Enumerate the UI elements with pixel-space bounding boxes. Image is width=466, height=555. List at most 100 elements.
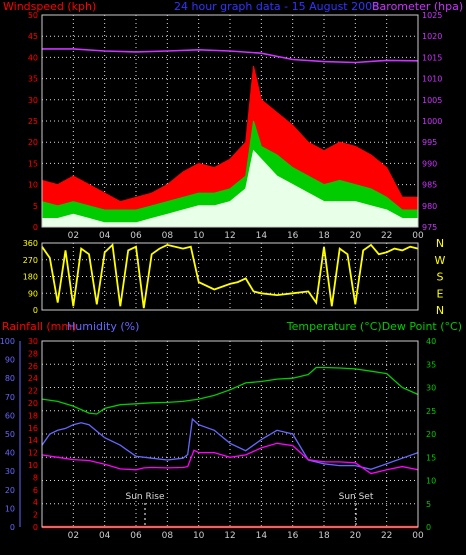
climate-chart-x-tick-label: 16 [287,531,299,541]
chart-title: 24 hour graph data - 15 August 2008 [174,0,379,13]
wind-minimum-area [41,149,419,228]
climate-chart-x-tick-label: 00 [412,531,424,541]
rainfall-tick-label: 22 [28,387,38,396]
rainfall-tick-label: 6 [33,486,38,495]
temperature-axis-label: Temperature (°C)Dew Point (°C) [286,320,462,333]
humidity-tick-label: 20 [5,486,15,495]
rainfall-tick-label: 16 [28,424,38,433]
temperature-tick-label: 35 [426,360,436,369]
windspeed-tick-label: 15 [28,159,38,168]
climate-chart-x-tick-label: 22 [381,531,392,541]
direction-tick-label: 180 [23,273,38,282]
temperature-tick-label: 30 [426,384,436,393]
humidity-line [41,417,419,470]
compass-direction-label: E [437,287,444,300]
direction-tick-label: 270 [23,256,38,265]
compass-direction-label: S [437,271,444,284]
climate-chart-x-tick-label: 08 [162,531,174,541]
wind-chart-x-tick-label: 22 [381,231,392,241]
barometer-tick-label: 1020 [422,32,442,41]
wind-chart-x-tick-label: 06 [130,231,142,241]
sunrise-label: Sun Rise [126,492,165,502]
barometer-tick-label: 980 [422,202,437,211]
climate-chart-x-tick-label: 06 [130,531,142,541]
temperature-tick-label: 25 [426,407,436,416]
humidity-axis-label: Humidity (%) [67,320,139,333]
rainfall-tick-label: 4 [33,498,38,507]
temperature-line [41,366,419,415]
climate-chart-x-tick-label: 12 [224,531,235,541]
wind-chart-x-tick-label: 10 [193,231,205,241]
barometer-tick-label: 1005 [422,96,442,105]
rainfall-tick-label: 10 [28,461,38,470]
rainfall-tick-label: 20 [28,399,38,408]
climate-chart-x-tick-label: 18 [318,531,330,541]
wind-direction-line [41,243,419,309]
barometer-tick-label: 975 [422,223,437,232]
humidity-tick-label: 40 [5,449,15,458]
humidity-tick-label: 60 [5,411,15,420]
windspeed-tick-label: 20 [28,138,38,147]
humidity-tick-label: 90 [5,356,15,365]
wind-average-area [41,120,419,228]
wind-chart-x-tick-label: 12 [224,231,235,241]
rainfall-tick-label: 8 [33,473,38,482]
windspeed-tick-label: 30 [28,96,38,105]
wind-chart-x-tick-label: 02 [68,231,79,241]
wind-chart-x-tick-label: 00 [412,231,424,241]
barometer-line [42,48,419,64]
wind-chart-x-tick-label: 18 [318,231,330,241]
wind-chart-x-tick-label: 14 [256,231,268,241]
rainfall-tick-label: 28 [28,349,38,358]
rainfall-tick-label: 2 [33,511,38,520]
humidity-tick-label: 50 [5,430,15,439]
rainfall-tick-label: 30 [28,337,38,346]
wind-chart-x-tick-label: 20 [350,231,362,241]
temperature-tick-label: 20 [426,430,436,439]
windspeed-tick-label: 5 [33,202,38,211]
barometer-tick-label: 1025 [422,11,442,20]
climate-chart-x-tick-label: 02 [68,531,79,541]
temperature-tick-label: 15 [426,453,436,462]
rainfall-tick-label: 26 [28,362,38,371]
humidity-tick-label: 0 [10,523,15,532]
barometer-axis-label: Barometer (hpa) [372,0,463,13]
rainfall-tick-label: 14 [28,436,38,445]
barometer-tick-label: 990 [422,159,437,168]
barometer-tick-label: 1010 [422,75,442,84]
humidity-tick-label: 100 [0,337,15,346]
direction-tick-label: 0 [33,306,38,315]
direction-tick-label: 360 [23,239,38,248]
climate-chart-x-tick-label: 20 [350,531,362,541]
windspeed-tick-label: 35 [28,75,38,84]
barometer-tick-label: 985 [422,181,437,190]
sunset-label: Sun Set [339,492,374,502]
wind-chart-x-tick-label: 04 [99,231,111,241]
rainfall-tick-label: 18 [28,411,38,420]
climate-chart-x-tick-label: 10 [193,531,205,541]
windspeed-tick-label: 40 [28,53,38,62]
temperature-tick-label: 5 [426,500,431,509]
climate-chart-x-tick-label: 04 [99,531,111,541]
compass-direction-label: W [435,254,446,267]
humidity-tick-label: 30 [5,467,15,476]
wind-chart-frame [41,14,419,228]
direction-tick-label: 90 [28,289,38,298]
rainfall-tick-label: 24 [28,374,38,383]
wind-chart-x-tick-label: 08 [162,231,174,241]
windspeed-tick-label: 45 [28,32,38,41]
rainfall-axis-label: Rainfall (mm) [2,320,76,333]
barometer-tick-label: 995 [422,138,437,147]
temperature-tick-label: 0 [426,523,431,532]
climate-chart-frame [41,340,419,528]
compass-direction-label: N [436,304,444,317]
wind-chart-x-tick-label: 16 [287,231,299,241]
direction-chart-frame [41,242,419,311]
windspeed-tick-label: 0 [33,223,38,232]
temperature-tick-label: 40 [426,337,436,346]
humidity-tick-label: 70 [5,393,15,402]
compass-direction-label: N [436,237,444,250]
windspeed-tick-label: 10 [28,181,38,190]
dew-point-line [41,442,419,475]
